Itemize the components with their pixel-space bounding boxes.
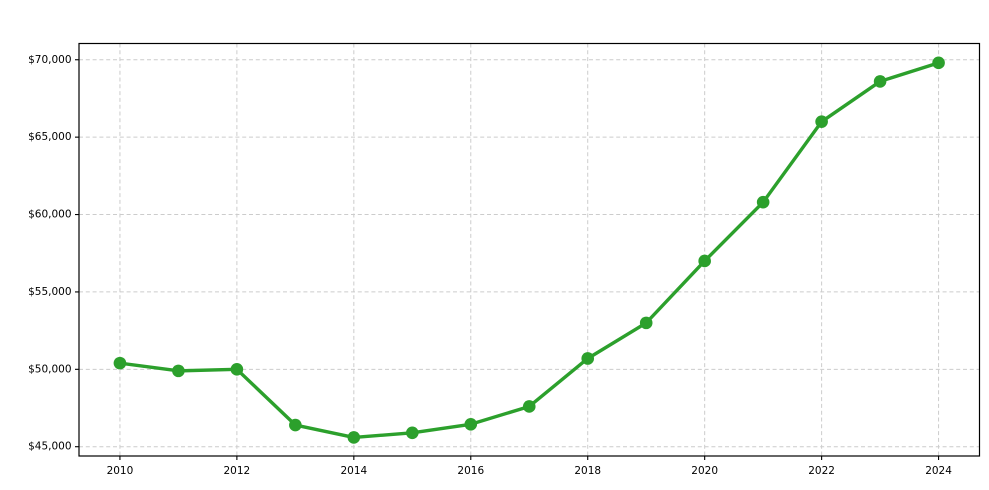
x-tick-label: 2018	[574, 465, 601, 477]
data-point-marker	[172, 364, 185, 378]
x-tick-label: 2012	[224, 465, 251, 477]
y-tick-label: $70,000	[28, 54, 71, 66]
data-point-marker	[113, 356, 127, 370]
x-tick-label: 2022	[808, 465, 835, 477]
x-tick-label: 2020	[691, 465, 718, 477]
data-point-marker	[289, 418, 302, 432]
x-tick-label: 2014	[340, 465, 367, 477]
x-tick-label: 2010	[107, 465, 134, 477]
data-point-marker	[873, 75, 887, 88]
axis-tick-labels: 2010 2012 2014 2016 2018 2020 2022 2024 $45,000 $…	[28, 54, 952, 477]
data-point-marker	[581, 352, 595, 365]
data-point-marker	[815, 115, 828, 128]
x-tick-label: 2016	[457, 465, 484, 477]
axis-ticks	[75, 59, 940, 460]
data-point-marker	[932, 56, 945, 70]
data-point-marker	[406, 426, 419, 440]
data-point-markers	[113, 56, 945, 444]
data-point-marker	[347, 431, 361, 444]
y-tick-label: $55,000	[28, 286, 71, 298]
plot-frame	[78, 42, 981, 457]
data-point-marker	[639, 316, 653, 330]
data-point-marker	[230, 363, 244, 376]
data-point-marker	[522, 400, 536, 413]
y-tick-label: $65,000	[28, 131, 71, 143]
y-tick-label: $60,000	[28, 209, 71, 221]
data-point-marker	[464, 417, 478, 431]
y-tick-label: $45,000	[28, 441, 71, 453]
data-point-marker	[756, 195, 770, 209]
y-tick-label: $50,000	[28, 363, 71, 375]
data-point-marker	[698, 254, 711, 268]
x-tick-label: 2024	[925, 465, 952, 477]
